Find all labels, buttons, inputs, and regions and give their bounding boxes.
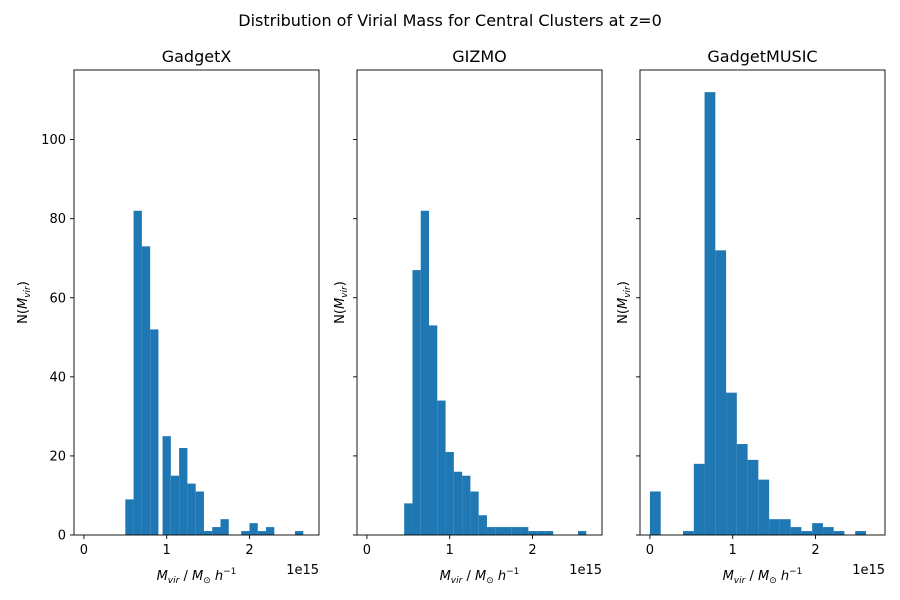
histogram-bar: [747, 459, 759, 535]
histogram-bar: [812, 523, 823, 535]
histogram-bar: [715, 250, 727, 535]
histogram-bar: [141, 246, 151, 535]
y-axis-label: N(Mvir): [616, 281, 633, 324]
y-tick-label: 40: [49, 370, 66, 385]
histogram-bar: [528, 531, 537, 535]
histogram-bar: [495, 527, 504, 535]
histogram-bar: [511, 527, 521, 535]
histogram-bar: [704, 92, 716, 535]
x-offset-label: 1e15: [286, 563, 319, 578]
y-axis-label: N(Mvir): [333, 281, 350, 324]
y-tick-label: 20: [49, 449, 66, 464]
y-tick-label: 100: [41, 133, 66, 148]
histogram-bar: [833, 531, 845, 535]
histogram-bar: [470, 491, 479, 535]
x-tick-label: 0: [80, 543, 88, 558]
histogram-bar: [736, 444, 748, 535]
x-tick-label: 1: [163, 543, 171, 558]
x-offset-label: 1e15: [569, 563, 602, 578]
histogram-bar: [220, 519, 229, 535]
histogram-bar: [462, 475, 471, 535]
y-tick-label: 80: [49, 212, 66, 227]
histogram-bar: [544, 531, 554, 535]
histogram-bar: [779, 519, 791, 535]
panel-title: GIZMO: [452, 47, 506, 66]
panel-2: 0 1 2 GadgetMUSIC Mvir / M⊙ h−1 1e15 N(Mvir): [616, 47, 886, 586]
histogram-bar: [855, 531, 866, 535]
histogram-bar: [179, 448, 188, 535]
histogram-bar: [150, 329, 159, 535]
histogram-bar: [726, 392, 737, 535]
histogram-bar: [195, 491, 204, 535]
panel-title: GadgetMUSIC: [707, 47, 817, 66]
x-tick-label: 2: [245, 543, 253, 558]
y-tick-label: 0: [58, 529, 66, 544]
x-axis-label: Mvir / M⊙ h−1: [440, 567, 520, 586]
panel-1: 0 1 2 GIZMO Mvir / M⊙ h−1 1e15 N(Mvir): [333, 47, 603, 586]
histogram-bar: [295, 531, 304, 535]
panel-title: GadgetX: [162, 47, 232, 66]
histogram-bar: [170, 475, 180, 535]
histogram-bar: [133, 210, 142, 535]
histogram-bar: [649, 491, 661, 535]
x-tick-label: 0: [646, 543, 654, 558]
histogram-bar: [758, 479, 770, 535]
histogram-bar: [578, 531, 587, 535]
histogram-bar: [187, 483, 196, 535]
x-tick-label: 1: [446, 543, 454, 558]
y-axis-label: N(Mvir): [16, 281, 33, 324]
histogram-bar: [203, 531, 213, 535]
histogram-bar: [683, 531, 694, 535]
axes-frame: [356, 69, 603, 536]
histogram-bar: [249, 523, 258, 535]
histogram-bar: [520, 527, 529, 535]
histogram-bar: [162, 436, 171, 535]
histogram-bar: [790, 527, 802, 535]
histogram-bar: [212, 527, 221, 535]
histogram-bar: [420, 210, 430, 535]
histogram-bar: [404, 503, 413, 535]
histogram-bar: [453, 471, 463, 535]
x-axis-label: Mvir / M⊙ h−1: [723, 567, 803, 586]
x-tick-label: 2: [528, 543, 536, 558]
histogram-bar: [536, 531, 545, 535]
x-tick-label: 1: [729, 543, 737, 558]
x-tick-label: 0: [363, 543, 371, 558]
histogram-bar: [257, 531, 267, 535]
histogram-bar: [693, 463, 705, 535]
histogram-bar: [445, 451, 454, 535]
axes-frame: [639, 69, 886, 536]
x-tick-label: 2: [811, 543, 819, 558]
histogram-bar: [429, 325, 438, 535]
histogram-bar: [822, 527, 834, 535]
histogram-bar: [241, 531, 250, 535]
histogram-bar: [801, 531, 813, 535]
histogram-bar: [486, 527, 496, 535]
x-axis-label: Mvir / M⊙ h−1: [157, 567, 237, 586]
histogram-bar: [478, 515, 487, 535]
axes-frame: [73, 69, 320, 536]
figure-suptitle: Distribution of Virial Mass for Central …: [238, 11, 662, 30]
histogram-bar: [769, 519, 780, 535]
histogram-bar: [412, 270, 421, 535]
x-offset-label: 1e15: [852, 563, 885, 578]
histogram-bar: [266, 527, 275, 535]
histogram-bar: [437, 400, 446, 535]
histogram-bar: [125, 499, 134, 535]
histogram-bar: [503, 527, 512, 535]
y-tick-label: 60: [49, 291, 66, 306]
